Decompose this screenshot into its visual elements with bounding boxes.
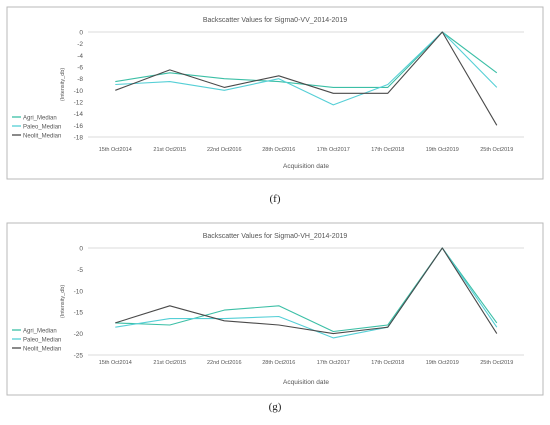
chart-title: Backscatter Values for Sigma0-VV_2014-20… <box>203 17 347 24</box>
y-tick-label: 0 <box>79 30 83 37</box>
x-tick-label: 19th Oct2019 <box>426 147 459 153</box>
x-tick-label: 17th Oct2018 <box>371 147 404 153</box>
y-tick-label: -15 <box>74 310 84 317</box>
x-tick-label: 17th Oct2018 <box>371 360 404 366</box>
y-tick-label: -10 <box>74 88 84 95</box>
chart-frame <box>6 222 544 396</box>
y-tick-label: -10 <box>74 288 84 295</box>
x-axis-label: Acquisition date <box>283 379 329 386</box>
x-tick-label: 15th Oct2014 <box>99 360 132 366</box>
y-tick-label: -8 <box>77 76 83 83</box>
x-tick-label: 21st Oct2015 <box>153 147 186 153</box>
y-tick-label: -18 <box>74 135 84 142</box>
legend-label: Neolit_Median <box>23 133 61 139</box>
y-tick-label: -25 <box>74 353 84 360</box>
y-axis-label: (Intensity_db) <box>60 285 66 318</box>
x-tick-label: 28th Oct2016 <box>262 360 295 366</box>
legend-label: Agri_Median <box>23 328 57 334</box>
x-tick-label: 21st Oct2015 <box>153 360 186 366</box>
y-tick-label: -2 <box>77 41 83 48</box>
chart-frame <box>6 6 544 180</box>
series-line-neolit-median <box>115 247 498 335</box>
figure-label-f: (f) <box>269 193 281 205</box>
y-tick-label: -6 <box>77 65 83 72</box>
x-tick-label: 28th Oct2016 <box>262 147 295 153</box>
x-tick-label: 22nd Oct2016 <box>207 147 242 153</box>
y-tick-label: -16 <box>74 123 84 130</box>
y-tick-label: -5 <box>77 267 83 274</box>
figure-label-g: (g) <box>268 401 282 413</box>
legend-label: Paleo_Median <box>23 124 61 130</box>
x-tick-label: 17th Oct2017 <box>317 147 350 153</box>
series-line-paleo-median <box>115 31 498 106</box>
chart-title: Backscatter Values for Sigma0-VH_2014-20… <box>203 233 348 240</box>
x-tick-label: 15th Oct2014 <box>99 147 132 153</box>
y-tick-label: -20 <box>74 331 84 338</box>
x-axis-label: Acquisition date <box>283 163 329 170</box>
x-tick-label: 17th Oct2017 <box>317 360 350 366</box>
x-tick-label: 25th Oct2019 <box>480 147 513 153</box>
y-tick-label: 0 <box>79 246 83 253</box>
y-tick-label: -4 <box>77 53 83 60</box>
legend-label: Neolit_Median <box>23 346 61 352</box>
x-tick-label: 25th Oct2019 <box>480 360 513 366</box>
x-tick-label: 19th Oct2019 <box>426 360 459 366</box>
legend-label: Paleo_Median <box>23 337 61 343</box>
series-line-neolit-median <box>115 31 498 126</box>
y-tick-label: -14 <box>74 111 84 118</box>
x-tick-label: 22nd Oct2016 <box>207 360 242 366</box>
y-axis-label: (Intensity_db) <box>60 68 66 101</box>
legend-label: Agri_Median <box>23 115 57 121</box>
y-tick-label: -12 <box>74 100 84 107</box>
